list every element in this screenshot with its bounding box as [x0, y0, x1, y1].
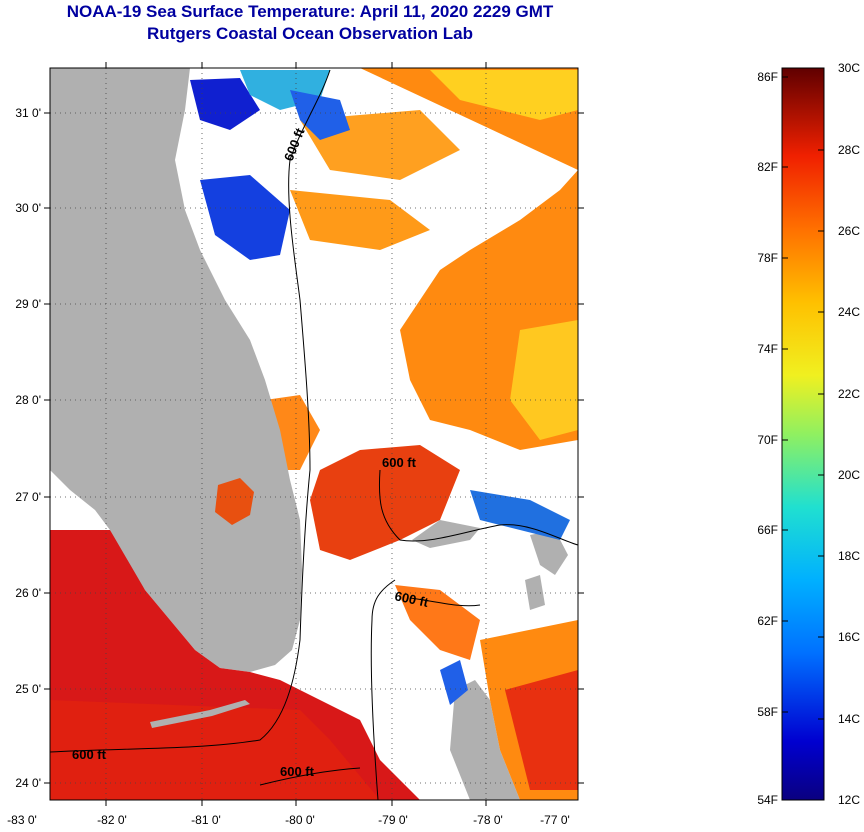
lon-label: -77 0' [540, 813, 570, 827]
lat-label: 29 0' [15, 297, 41, 311]
lon-label: -80 0' [285, 813, 315, 827]
page-title: NOAA-19 Sea Surface Temperature: April 1… [66, 2, 554, 21]
keys-warm-water [50, 700, 380, 800]
temperature-colorbar [781, 67, 825, 801]
contour-label: 600 ft [72, 747, 107, 762]
gulf-stream-warm-water [310, 445, 460, 560]
north-bahamas-blue [470, 490, 570, 540]
lat-label: 24 0' [15, 776, 41, 790]
north-orange-patch [290, 190, 430, 250]
grand-bahama [412, 520, 480, 548]
colorbar-f-label: 86F [757, 70, 778, 84]
contour-label: 600 ft [393, 588, 430, 610]
cold-water-north-3 [290, 90, 350, 140]
colorbar-right-ticks [818, 149, 824, 720]
lake-okeechobee [215, 478, 254, 525]
colorbar-f-label: 70F [757, 433, 778, 447]
axis-ticks [44, 62, 584, 806]
colorbar-c-label: 16C [838, 630, 860, 644]
lon-label: -81 0' [191, 813, 221, 827]
lat-label: 27 0' [15, 490, 41, 504]
colorbar-fahrenheit-labels: 86F 82F 78F 74F 70F 66F 62F 58F 54F [757, 70, 778, 807]
sst-map [50, 68, 578, 800]
colorbar-c-label: 26C [838, 224, 860, 238]
bahamas-cold-edge [440, 660, 468, 705]
south-strait-orange [395, 585, 480, 660]
colorbar-c-label: 30C [838, 61, 860, 75]
colorbar-celsius-labels: 30C 28C 26C 24C 22C 20C 18C 16C 14C 12C [838, 61, 860, 807]
bahamas-red-water [505, 670, 578, 790]
colorbar-c-label: 22C [838, 387, 860, 401]
colorbar-f-label: 62F [757, 614, 778, 628]
florida-keys [150, 700, 250, 728]
bathymetry-contours [50, 69, 578, 800]
lat-label: 28 0' [15, 393, 41, 407]
colorbar-left-ticks [782, 76, 788, 713]
page-subtitle: Rutgers Coastal Ocean Observation Lab [147, 24, 473, 43]
colorbar-f-label: 66F [757, 523, 778, 537]
graticule [50, 68, 578, 800]
colorbar-c-label: 28C [838, 143, 860, 157]
cold-water-north-2 [200, 175, 290, 260]
lon-label: -82 0' [97, 813, 127, 827]
colorbar-c-label: 18C [838, 549, 860, 563]
andros-island [450, 680, 520, 800]
map-frame [49, 67, 579, 801]
contour-label: 600 ft [382, 455, 417, 470]
colorbar-f-label: 74F [757, 342, 778, 356]
latitude-labels: 31 0' 30 0' 29 0' 28 0' 27 0' 26 0' 25 0… [15, 106, 41, 790]
lat-label: 25 0' [15, 682, 41, 696]
bimini-island [525, 575, 545, 610]
atlantic-yellow-patch [510, 320, 578, 440]
lat-label: 31 0' [15, 106, 41, 120]
lon-label: -79 0' [378, 813, 408, 827]
colorbar-c-label: 12C [838, 793, 860, 807]
colorbar-c-label: 24C [838, 305, 860, 319]
colorbar-f-label: 82F [757, 160, 778, 174]
atlantic-yellow-water [430, 70, 578, 120]
lat-label: 30 0' [15, 201, 41, 215]
colorbar-c-label: 20C [838, 468, 860, 482]
colorbar-f-label: 78F [757, 251, 778, 265]
lon-label: -83 0' [7, 813, 37, 827]
contour-label: 600 ft [280, 764, 315, 779]
longitude-labels: -83 0' -82 0' -81 0' -80 0' -79 0' -78 0… [7, 813, 570, 827]
abaco-island [530, 530, 568, 575]
colorbar-f-label: 58F [757, 705, 778, 719]
cold-water-north-1 [190, 78, 260, 130]
lat-label: 26 0' [15, 586, 41, 600]
colorbar-f-label: 54F [757, 793, 778, 807]
colorbar-c-label: 14C [838, 712, 860, 726]
lon-label: -78 0' [473, 813, 503, 827]
